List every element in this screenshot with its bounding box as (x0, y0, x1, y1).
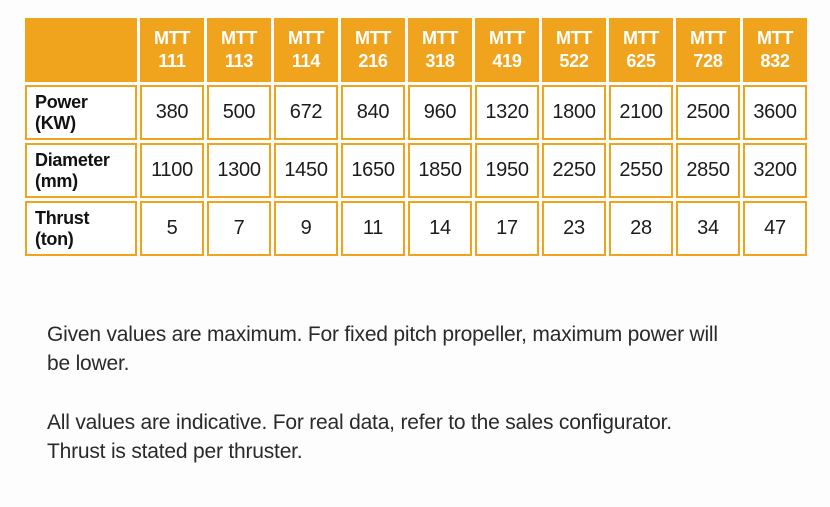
table-cell: 2500 (676, 85, 740, 140)
table-cell: 1850 (408, 143, 472, 198)
table-cell: 7 (207, 201, 271, 256)
table-cell: 2250 (542, 143, 606, 198)
column-header-mtt-318: MTT 318 (408, 18, 472, 82)
table-row-power: Power (KW) 380 500 672 840 960 1320 1800… (25, 85, 807, 140)
table-cell: 380 (140, 85, 204, 140)
table-cell: 2550 (609, 143, 673, 198)
table-cell: 960 (408, 85, 472, 140)
column-header-mtt-728: MTT 728 (676, 18, 740, 82)
notes-section: Given values are maximum. For fixed pitc… (47, 320, 782, 496)
table-cell: 1320 (475, 85, 539, 140)
table-cell: 17 (475, 201, 539, 256)
table-cell: 1650 (341, 143, 405, 198)
column-header-mtt-114: MTT 114 (274, 18, 338, 82)
table-cell: 1950 (475, 143, 539, 198)
table-cell: 500 (207, 85, 271, 140)
table-cell: 1100 (140, 143, 204, 198)
column-header-mtt-216: MTT 216 (341, 18, 405, 82)
table-cell: 11 (341, 201, 405, 256)
row-label-thrust: Thrust (ton) (25, 201, 137, 256)
table-row-diameter: Diameter (mm) 1100 1300 1450 1650 1850 1… (25, 143, 807, 198)
table-cell: 9 (274, 201, 338, 256)
row-label-diameter: Diameter (mm) (25, 143, 137, 198)
row-label-power: Power (KW) (25, 85, 137, 140)
table-cell: 14 (408, 201, 472, 256)
column-header-mtt-522: MTT 522 (542, 18, 606, 82)
table-cell: 23 (542, 201, 606, 256)
table-cell: 2850 (676, 143, 740, 198)
row-label-text: Diameter (mm) (35, 149, 110, 191)
table-cell: 1800 (542, 85, 606, 140)
table-cell: 34 (676, 201, 740, 256)
column-header-mtt-113: MTT 113 (207, 18, 271, 82)
note-line: Given values are maximum. For fixed pitc… (47, 323, 718, 346)
table-cell: 672 (274, 85, 338, 140)
column-header-mtt-419: MTT 419 (475, 18, 539, 82)
row-label-text: Power (KW) (35, 91, 88, 133)
table-cell: 28 (609, 201, 673, 256)
note-line: Thrust is stated per thruster. (47, 440, 303, 463)
table-cell: 2100 (609, 85, 673, 140)
table-cell: 3200 (743, 143, 807, 198)
row-label-text: Thrust (ton) (35, 207, 90, 249)
column-header-mtt-625: MTT 625 (609, 18, 673, 82)
table-cell: 47 (743, 201, 807, 256)
note-maximum-values: Given values are maximum. For fixed pitc… (47, 320, 782, 378)
note-line: All values are indicative. For real data… (47, 411, 672, 434)
column-header-mtt-832: MTT 832 (743, 18, 807, 82)
note-indicative-values: All values are indicative. For real data… (47, 408, 782, 466)
table-cell: 3600 (743, 85, 807, 140)
table-cell: 1300 (207, 143, 271, 198)
column-header-mtt-111: MTT 111 (140, 18, 204, 82)
corner-cell (25, 18, 137, 82)
table-header-row: MTT 111 MTT 113 MTT 114 MTT 216 MTT 318 … (25, 18, 807, 82)
note-line: be lower. (47, 352, 130, 375)
thruster-spec-table: MTT 111 MTT 113 MTT 114 MTT 216 MTT 318 … (22, 15, 810, 259)
table-cell: 840 (341, 85, 405, 140)
table-cell: 1450 (274, 143, 338, 198)
table-cell: 5 (140, 201, 204, 256)
table-row-thrust: Thrust (ton) 5 7 9 11 14 17 23 28 34 47 (25, 201, 807, 256)
